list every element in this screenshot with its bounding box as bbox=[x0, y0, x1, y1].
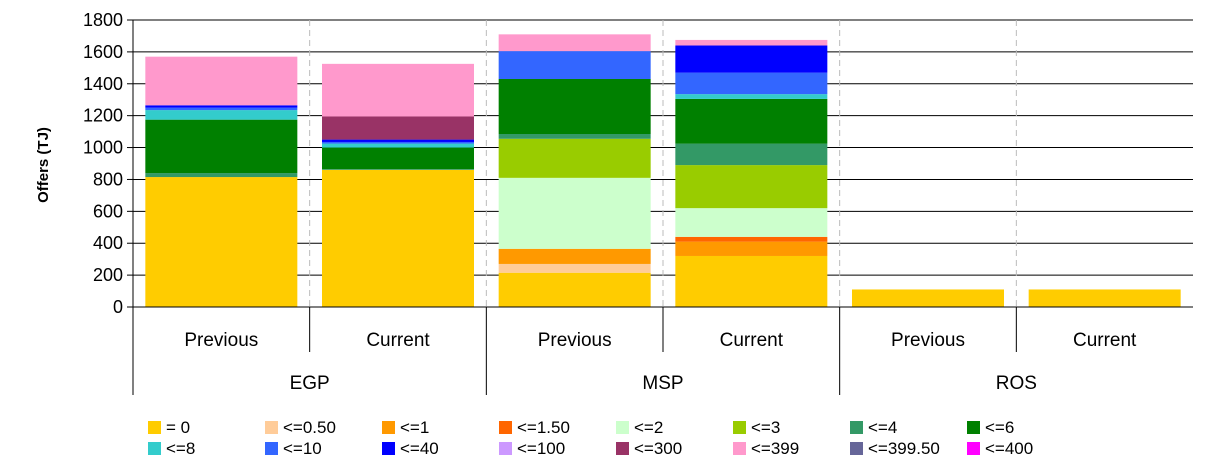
x-group-label: EGP bbox=[290, 373, 330, 394]
bars bbox=[145, 34, 1181, 307]
bar-segment bbox=[145, 56, 298, 106]
x-tick-label: Current bbox=[720, 330, 784, 351]
legend-label: <=1.50 bbox=[517, 418, 570, 437]
bar-segment bbox=[322, 147, 474, 170]
legend-swatch bbox=[850, 421, 863, 434]
legend-swatch bbox=[148, 421, 161, 434]
legend-label: <=100 bbox=[517, 439, 565, 458]
legend-swatch bbox=[265, 421, 278, 434]
x-tick-label: Current bbox=[1073, 330, 1137, 351]
y-tick-label: 1600 bbox=[83, 42, 123, 62]
legend-swatch bbox=[616, 421, 629, 434]
legend-swatch bbox=[967, 442, 980, 455]
x-group-label: ROS bbox=[996, 373, 1037, 394]
bar-segment bbox=[145, 173, 298, 178]
axes: 0 200 400 600 800 1000 1200 1400 1600 1800 Previou… bbox=[83, 10, 1193, 395]
bar-segment bbox=[498, 272, 651, 307]
legend-label: <=300 bbox=[634, 439, 682, 458]
legend-swatch bbox=[733, 442, 746, 455]
legend-swatch bbox=[967, 421, 980, 434]
y-tick-label: 600 bbox=[93, 201, 123, 221]
legend-label: <=2 bbox=[634, 418, 663, 437]
legend-swatch bbox=[616, 442, 629, 455]
legend-swatch bbox=[499, 442, 512, 455]
y-tick-label: 1800 bbox=[83, 10, 123, 30]
x-group-label: MSP bbox=[642, 373, 683, 394]
bar-segment bbox=[675, 72, 828, 95]
bar-segment bbox=[145, 110, 298, 120]
bar-segment bbox=[322, 143, 474, 148]
bar-segment bbox=[675, 241, 828, 256]
bar-segment bbox=[145, 177, 298, 307]
bar-segment bbox=[498, 138, 651, 178]
bar-segment bbox=[498, 263, 651, 273]
grid-lines bbox=[133, 19, 1193, 307]
legend-label: <=400 bbox=[985, 439, 1033, 458]
legend-label: <=4 bbox=[868, 418, 897, 437]
bar-segment bbox=[498, 78, 651, 135]
bar-segment bbox=[322, 63, 474, 117]
bar-segment bbox=[498, 134, 651, 139]
x-tick-label: Current bbox=[366, 330, 430, 351]
bar-segment bbox=[852, 289, 1004, 307]
legend-label: <=6 bbox=[985, 418, 1014, 437]
legend-label: <=3 bbox=[751, 418, 780, 437]
bar-segment bbox=[675, 165, 828, 209]
y-tick-label: 1200 bbox=[83, 106, 123, 126]
bar-segment bbox=[145, 105, 298, 108]
y-tick-label: 400 bbox=[93, 233, 123, 253]
bar-segment bbox=[322, 169, 474, 170]
bar-segment bbox=[675, 143, 828, 166]
legend-label: <=40 bbox=[400, 439, 439, 458]
bar-segment bbox=[498, 248, 651, 264]
legend-label: <=8 bbox=[166, 439, 195, 458]
bar-segment bbox=[322, 141, 474, 144]
legend-swatch bbox=[499, 421, 512, 434]
bar-segment bbox=[1028, 289, 1181, 307]
legend-label: <=1 bbox=[400, 418, 429, 437]
bar-segment bbox=[675, 45, 828, 73]
bar-segment bbox=[675, 98, 828, 144]
x-tick-label: Previous bbox=[538, 330, 612, 351]
bar-segment bbox=[675, 39, 828, 46]
y-tick-label: 800 bbox=[93, 169, 123, 189]
legend-label: <=10 bbox=[283, 439, 322, 458]
legend-swatch bbox=[265, 442, 278, 455]
x-tick-label: Previous bbox=[891, 330, 965, 351]
legend-swatch bbox=[733, 421, 746, 434]
bar-segment bbox=[675, 236, 828, 242]
bar-segment bbox=[498, 34, 651, 52]
y-tick-label: 1000 bbox=[83, 138, 123, 158]
bar-segment bbox=[675, 94, 828, 99]
legend-label: <=399 bbox=[751, 439, 799, 458]
bar-segment bbox=[322, 169, 474, 307]
legend-label: = 0 bbox=[166, 418, 190, 437]
legend-swatch bbox=[382, 442, 395, 455]
y-tick-label: 1400 bbox=[83, 74, 123, 94]
bar-segment bbox=[675, 255, 828, 307]
bar-segment bbox=[322, 116, 474, 140]
bar-segment bbox=[675, 208, 828, 237]
legend-swatch bbox=[148, 442, 161, 455]
bar-segment bbox=[145, 119, 298, 174]
bar-segment bbox=[498, 51, 651, 79]
bar-segment bbox=[498, 177, 651, 249]
y-tick-label: 200 bbox=[93, 265, 123, 285]
legend-label: <=0.50 bbox=[283, 418, 336, 437]
bar-segment bbox=[145, 107, 298, 111]
legend-swatch bbox=[850, 442, 863, 455]
y-axis-label: Offers (TJ) bbox=[35, 127, 52, 203]
legend-swatch bbox=[382, 421, 395, 434]
bar-segment bbox=[322, 139, 474, 142]
x-tick-label: Previous bbox=[184, 330, 258, 351]
legend-label: <=399.50 bbox=[868, 439, 940, 458]
y-tick-label: 0 bbox=[113, 297, 123, 317]
legend: = 0 <=0.50 <=1 <=1.50 <=2 <=3 <=4 <=6 <=8 <=10 <=4… bbox=[148, 418, 1033, 458]
